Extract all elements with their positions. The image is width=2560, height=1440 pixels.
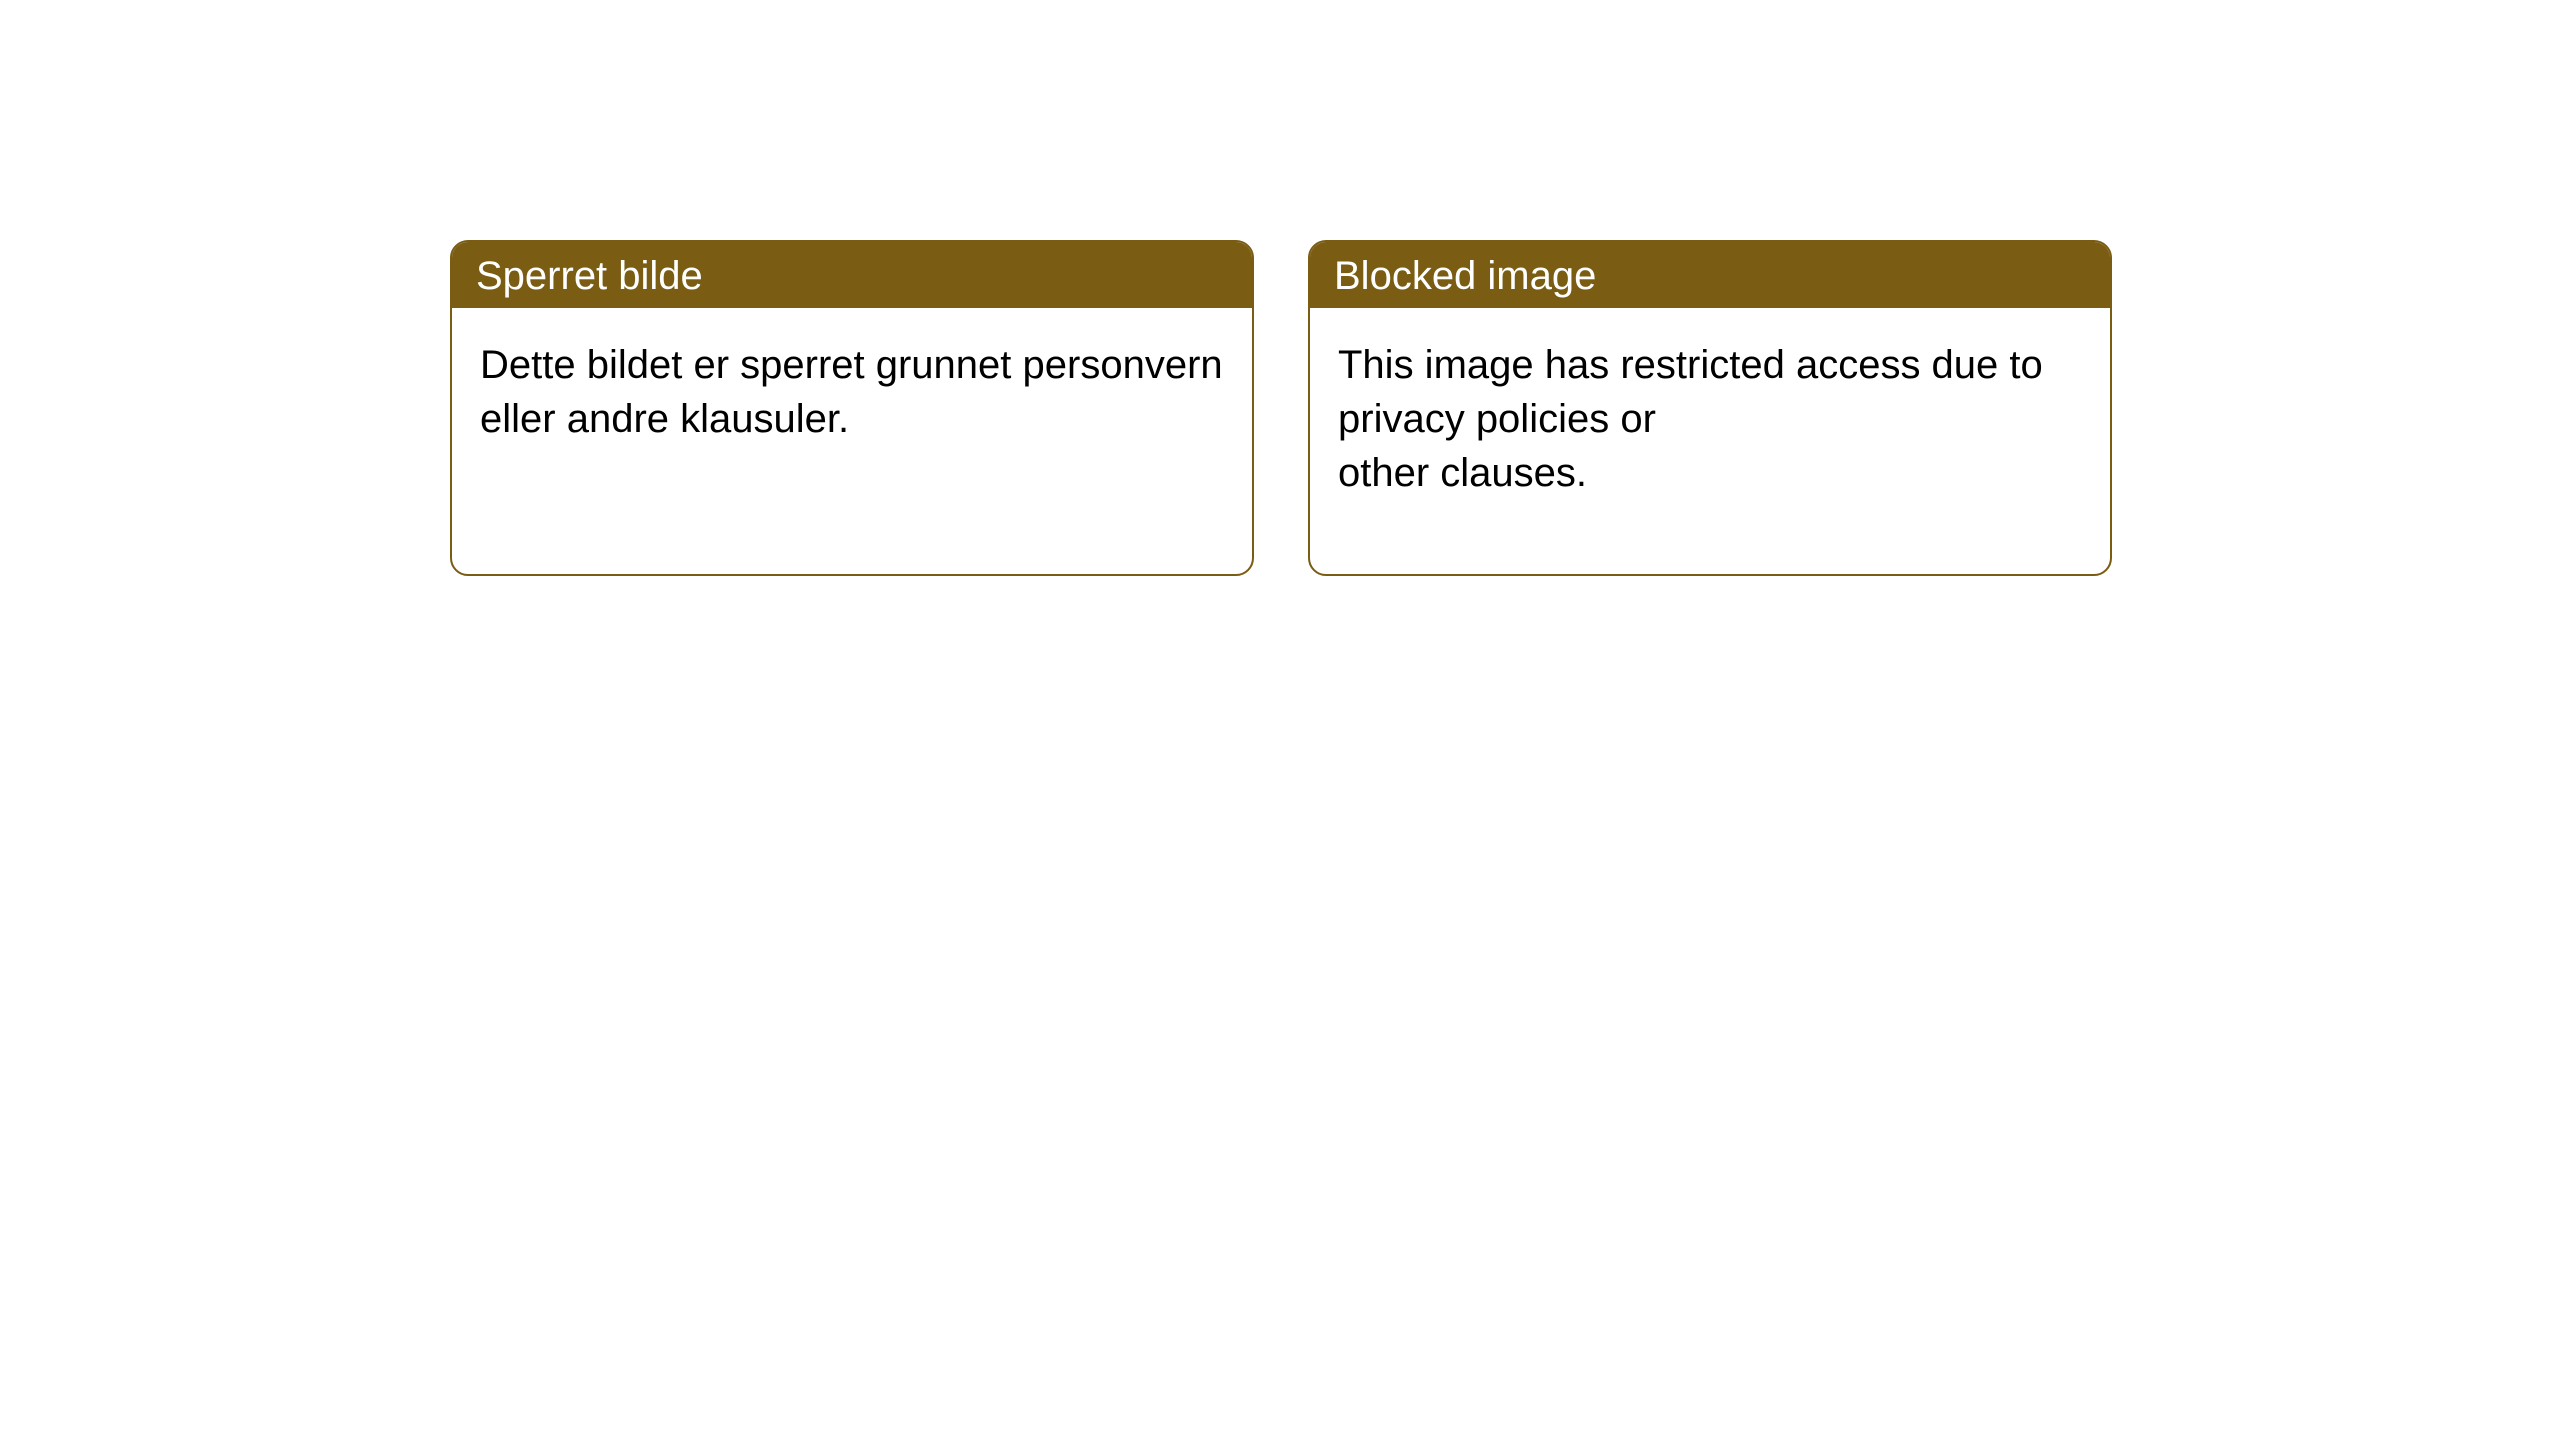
notice-card-en: Blocked image This image has restricted … [1308, 240, 2112, 576]
notice-body-no: Dette bildet er sperret grunnet personve… [452, 308, 1252, 466]
notice-title-no: Sperret bilde [452, 242, 1252, 308]
notice-title-en: Blocked image [1310, 242, 2110, 308]
notice-container: Sperret bilde Dette bildet er sperret gr… [450, 240, 2112, 576]
notice-card-no: Sperret bilde Dette bildet er sperret gr… [450, 240, 1254, 576]
notice-body-en: This image has restricted access due to … [1310, 308, 2110, 520]
